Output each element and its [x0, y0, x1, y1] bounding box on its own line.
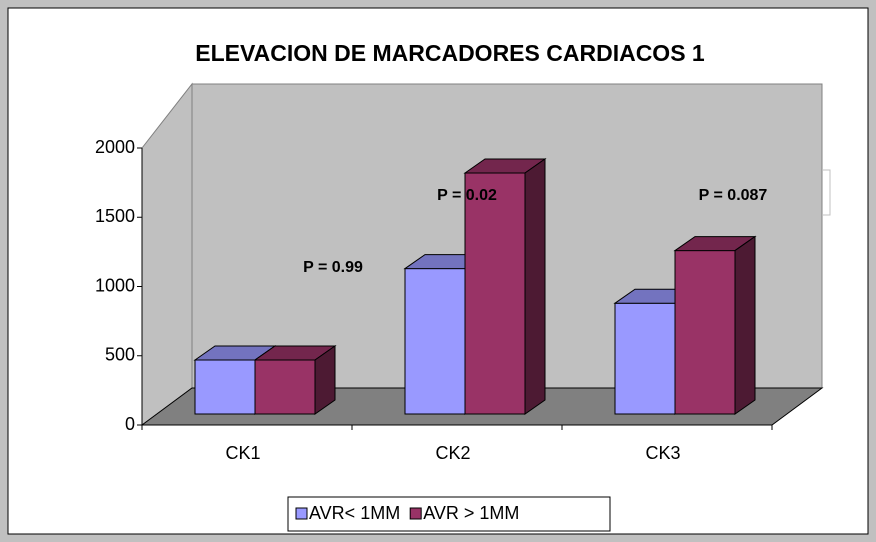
bar-side — [524, 158, 546, 415]
legend-swatch — [409, 507, 422, 520]
y-tick-label: 500 — [105, 345, 135, 365]
x-tick-label: CK2 — [435, 443, 470, 463]
bar-front — [194, 359, 256, 415]
bar-front — [254, 359, 316, 415]
legend-label: AVR< 1MM — [309, 503, 400, 523]
bar — [253, 345, 337, 415]
annotation: P = 0.99 — [303, 259, 363, 276]
y-tick-label: 0 — [125, 414, 135, 434]
bar-front — [614, 302, 676, 415]
x-tick-label: CK3 — [645, 443, 680, 463]
legend — [287, 496, 611, 532]
y-tick-label: 1500 — [95, 206, 135, 226]
bar-front — [404, 268, 466, 415]
bar — [673, 235, 757, 415]
annotation: P = 0.087 — [699, 187, 768, 204]
bracket — [822, 169, 831, 216]
annotation: P = 0.02 — [437, 187, 497, 204]
x-tick-label: CK1 — [225, 443, 260, 463]
legend-swatch — [295, 507, 308, 520]
bar-side — [734, 235, 756, 415]
y-tick-label: 1000 — [95, 275, 135, 295]
chart-title: ELEVACION DE MARCADORES CARDIACOS 1 — [195, 40, 705, 66]
y-tick-label: 2000 — [95, 137, 135, 157]
bar — [463, 158, 547, 415]
legend-label: AVR > 1MM — [423, 503, 519, 523]
bar-front — [674, 250, 736, 415]
bar-front — [464, 172, 526, 415]
bar-side — [314, 345, 336, 415]
